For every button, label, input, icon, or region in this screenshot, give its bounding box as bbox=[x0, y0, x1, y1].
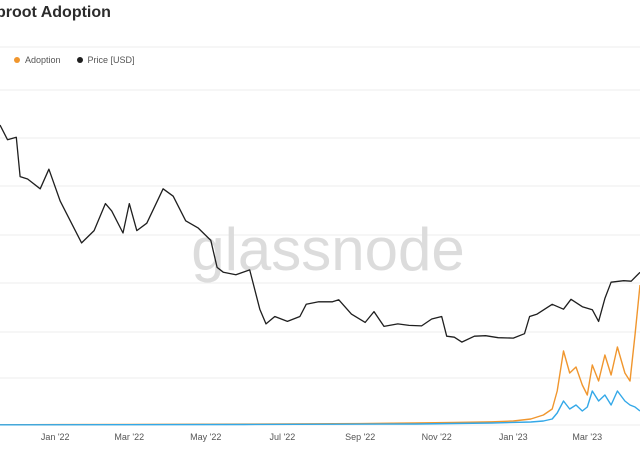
x-tick-label-5: Nov '22 bbox=[422, 432, 452, 442]
chart-title: proot Adoption bbox=[0, 4, 111, 21]
x-tick-label-3: Jul '22 bbox=[270, 432, 296, 442]
legend-item-adoption[interactable]: Adoption bbox=[14, 55, 61, 65]
x-axis: Jan '22 Mar '22 May '22 Jul '22 Sep '22 Nov '… bbox=[41, 432, 602, 442]
legend-dot-price bbox=[76, 57, 83, 63]
x-tick-label-1: Mar '22 bbox=[114, 432, 144, 442]
watermark: glassnode bbox=[191, 216, 465, 283]
series-line-price bbox=[0, 124, 640, 343]
x-tick-label-4: Sep '22 bbox=[345, 432, 375, 442]
x-tick-label-7: Mar '23 bbox=[572, 432, 602, 442]
legend-item-price[interactable]: Price [USD] bbox=[76, 55, 135, 65]
legend-label-price: Price [USD] bbox=[87, 55, 135, 65]
legend: Adoption Price [USD] bbox=[14, 55, 135, 65]
legend-label-adoption: Adoption bbox=[25, 55, 61, 65]
series-line-adoption_secondary bbox=[0, 390, 640, 426]
legend-dot-adoption bbox=[14, 57, 20, 63]
x-tick-label-6: Jan '23 bbox=[499, 432, 528, 442]
series-line-adoption bbox=[0, 284, 640, 426]
series-layer bbox=[0, 124, 640, 426]
x-tick-label-2: May '22 bbox=[190, 432, 221, 442]
x-tick-label-0: Jan '22 bbox=[41, 432, 70, 442]
